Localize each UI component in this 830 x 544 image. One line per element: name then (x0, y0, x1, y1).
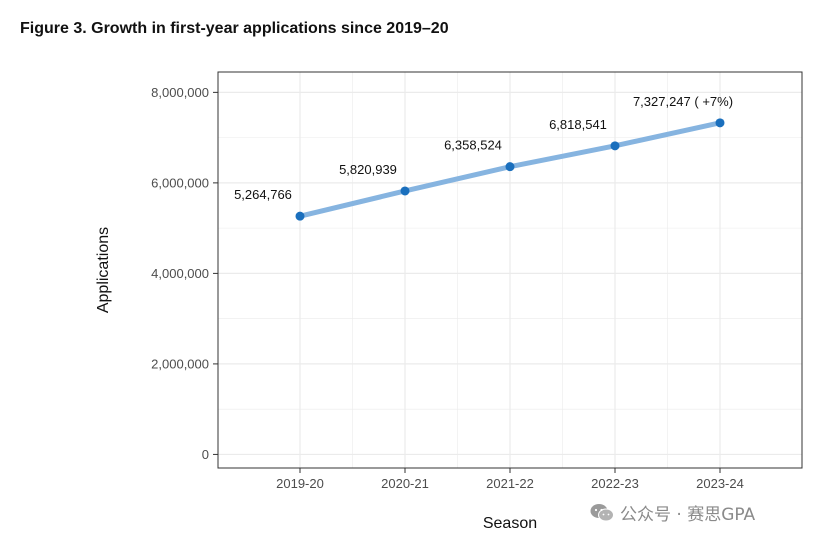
x-tick-label: 2022-23 (591, 476, 639, 491)
wechat-icon (590, 503, 614, 523)
data-points (295, 118, 725, 221)
x-axis-title: Season (483, 515, 537, 532)
data-label: 7,327,247 ( +7%) (633, 94, 733, 109)
data-point (610, 141, 620, 151)
figure-title: Figure 3. Growth in first-year applicati… (20, 20, 449, 37)
y-tick-label: 6,000,000 (151, 175, 209, 190)
watermark-text: 公众号 · 赛思GPA (620, 505, 756, 525)
y-axis-title: Applications (95, 227, 112, 313)
y-tick-label: 4,000,000 (151, 266, 209, 281)
watermark: 公众号 · 赛思GPA (590, 500, 755, 525)
y-tick-label: 0 (202, 447, 209, 462)
grid-lines (218, 72, 802, 468)
data-point (400, 186, 410, 196)
data-label: 6,358,524 (444, 138, 502, 153)
data-label: 6,818,541 (549, 117, 607, 132)
x-tick-label: 2021-22 (486, 476, 534, 491)
x-axis-ticks: 2019-20 2020-21 2021-22 2022-23 2023-24 (276, 468, 744, 491)
data-label: 5,264,766 (234, 187, 292, 202)
y-tick-label: 2,000,000 (151, 356, 209, 371)
y-tick-label: 8,000,000 (151, 85, 209, 100)
data-point (295, 211, 305, 221)
data-labels: 5,264,766 5,820,939 6,358,524 6,818,541 7,32… (234, 94, 733, 202)
y-axis-ticks: 0 2,000,000 4,000,000 6,000,000 8,000,000 (151, 85, 218, 462)
data-point (715, 118, 725, 128)
x-tick-label: 2023-24 (696, 476, 744, 491)
x-tick-label: 2019-20 (276, 476, 324, 491)
x-tick-label: 2020-21 (381, 476, 429, 491)
data-label: 5,820,939 (339, 162, 397, 177)
data-point (505, 162, 515, 172)
